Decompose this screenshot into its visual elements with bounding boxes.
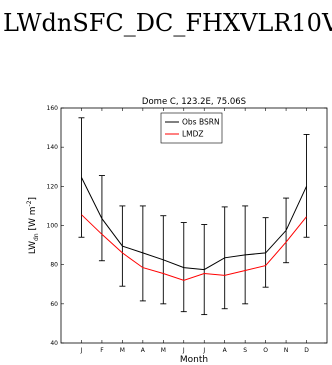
x-tick-label: M xyxy=(161,347,166,354)
x-tick-label: A xyxy=(141,347,146,354)
series-line xyxy=(81,177,307,271)
y-axis-label-ylabel-unit-sup: -2 xyxy=(26,200,33,206)
x-tick-label: A xyxy=(223,347,228,354)
x-axis-label: Month xyxy=(180,355,208,365)
y-axis-label-ylabel-sub: dn xyxy=(33,233,40,241)
x-tick-label: N xyxy=(284,347,289,354)
legend-box xyxy=(160,112,223,144)
document-heading: LWdnSFC_DC_FHXVLR10V xyxy=(3,9,332,37)
x-tick-label: S xyxy=(243,347,247,354)
axis-ticks: 40 60 80 100 120 140 160 J F M A M J J A S O N D xyxy=(47,105,327,354)
series-lmdz xyxy=(81,214,307,281)
x-tick-label: F xyxy=(100,347,104,354)
y-tick-label: 60 xyxy=(50,301,58,308)
y-tick-label: 140 xyxy=(47,144,59,151)
series-obs-bsrn xyxy=(78,117,310,316)
series-line xyxy=(81,214,307,281)
chart-series xyxy=(78,117,310,316)
chart-legend: Obs BSRN LMDZ xyxy=(160,112,223,144)
x-tick-label: O xyxy=(263,347,268,354)
y-tick-label: 40 xyxy=(50,340,58,347)
x-tick-label: M xyxy=(120,347,125,354)
x-tick-label: D xyxy=(304,347,309,354)
y-axis-label-ylabel-main: LW xyxy=(28,241,38,254)
y-axis-label-text: LWdn [W m-2] xyxy=(26,197,40,254)
y-axis-label: LWdn [W m-2] xyxy=(26,197,40,254)
y-axis-label-ylabel-unit-close: ] xyxy=(28,197,38,201)
legend-label: Obs BSRN xyxy=(182,118,220,127)
legend-label: LMDZ xyxy=(182,130,204,139)
chart-labels: Dome C, 123.2E, 75.06S Month LWdn [W m-2] xyxy=(26,97,246,365)
y-tick-label: 160 xyxy=(47,105,59,112)
x-tick-label: J xyxy=(80,347,83,354)
chart-title: Dome C, 123.2E, 75.06S xyxy=(142,97,246,107)
y-axis-label-ylabel-unit: [W m xyxy=(28,206,38,230)
x-tick-label: J xyxy=(182,347,185,354)
y-tick-label: 80 xyxy=(50,262,58,269)
x-tick-label: J xyxy=(202,347,205,354)
y-tick-label: 100 xyxy=(47,223,59,230)
y-tick-label: 120 xyxy=(47,183,59,190)
